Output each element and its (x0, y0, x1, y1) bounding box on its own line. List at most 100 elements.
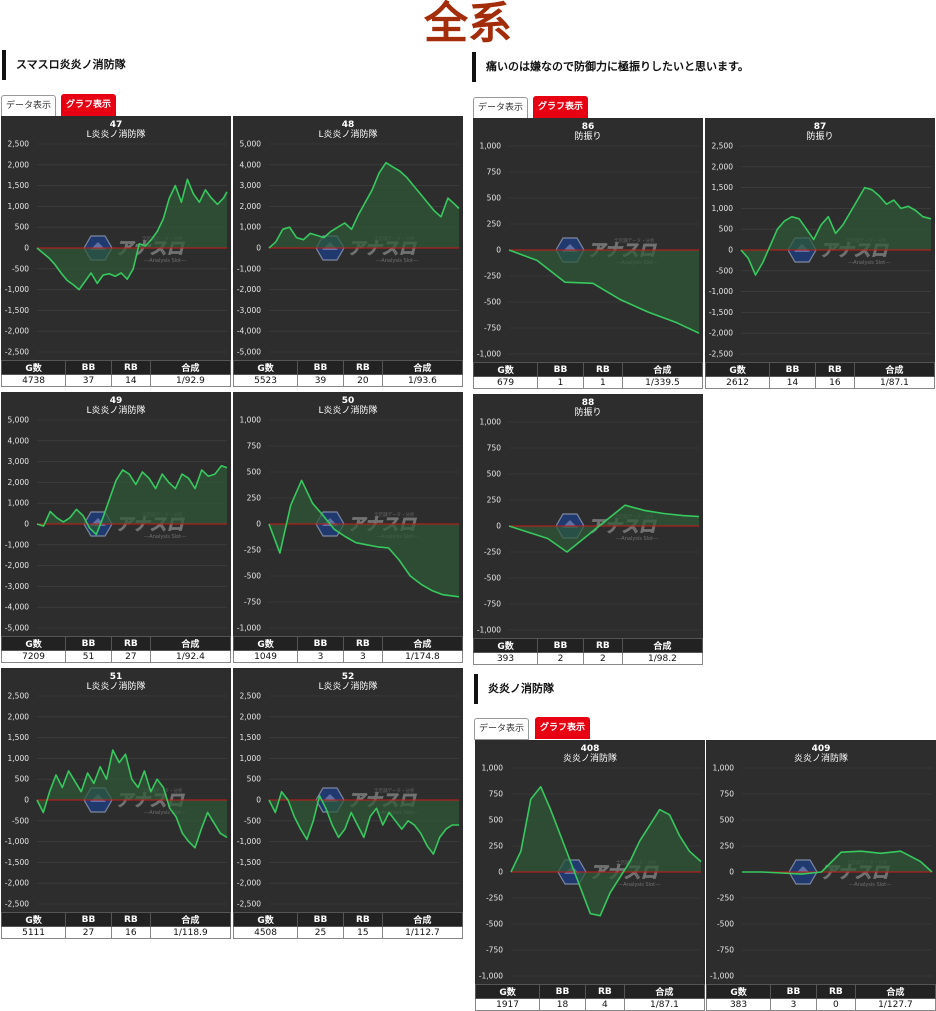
y-tick-label: 1,000 (8, 754, 30, 763)
stats-table: G数 BB RB 合成 383 3 0 1/127.7 (705, 984, 936, 1011)
y-tick-label: 500 (15, 223, 30, 232)
watermark-tagline: ---Analysis Slot--- (848, 260, 891, 266)
stats-header-cell: 合成 (621, 362, 704, 377)
series-area (742, 851, 932, 875)
y-tick-label: 1,500 (8, 733, 30, 742)
series-area (37, 750, 227, 848)
series-line (510, 785, 702, 917)
tab-data-view[interactable]: データ表示 (474, 718, 530, 740)
chart-background (233, 668, 463, 912)
stats-header-cell: RB (342, 636, 383, 651)
y-tick-label: -1,000 (5, 540, 29, 549)
series-line (36, 178, 228, 291)
tab-data-view[interactable]: データ表示 (473, 97, 529, 119)
machine-name: L炎炎ノ消防隊 (318, 404, 377, 416)
y-tick-label: -4,000 (237, 327, 261, 336)
y-tick-label: -750 (717, 946, 734, 955)
y-tick-label: -1,500 (5, 858, 29, 867)
tab-graph-view[interactable]: グラフ表示 (535, 717, 591, 739)
stats-games-value: 679 (472, 376, 539, 389)
machine-name: L炎炎ノ消防隊 (86, 128, 145, 140)
stats-combined-value: 1/98.2 (621, 652, 704, 665)
stats-bb-value: 3 (770, 998, 817, 1011)
y-tick-label: -2,000 (237, 285, 261, 294)
y-tick-label: 2,500 (8, 692, 30, 701)
tab-graph-view[interactable]: グラフ表示 (61, 94, 117, 116)
series-line (268, 161, 460, 249)
stats-rb-value: 20 (342, 374, 383, 387)
stats-header-cell: 合成 (621, 638, 704, 653)
stats-header-cell: BB (769, 362, 816, 377)
y-tick-label: -1,000 (5, 837, 29, 846)
stats-games-value: 393 (472, 652, 539, 665)
y-tick-label: 1,000 (240, 416, 262, 425)
y-tick-label: -500 (486, 920, 503, 929)
y-tick-label: -1,000 (709, 287, 733, 296)
y-tick-label: -500 (717, 920, 734, 929)
y-tick-label: 750 (487, 444, 502, 453)
y-tick-label: -1,000 (5, 285, 29, 294)
machine-card-51[interactable]: 51 L炎炎ノ消防隊 2,500 2,000 1,500 1,000 500 0 -500 -1,… (0, 668, 232, 939)
stats-bb-value: 3 (297, 650, 344, 663)
watermark-tagline: ---Analysis Slot--- (144, 534, 187, 540)
tab-graph-view[interactable]: グラフ表示 (533, 96, 589, 118)
stats-header-row: G数 BB RB 合成 (705, 984, 936, 999)
machine-name: 炎炎ノ消防隊 (563, 752, 617, 764)
stats-combined-value: 1/87.1 (623, 998, 706, 1011)
series-area (741, 187, 931, 275)
machine-number: 408 (581, 744, 600, 754)
y-tick-label: -1,000 (477, 626, 501, 635)
stats-bb-value: 51 (65, 650, 112, 663)
stats-header-cell: G数 (472, 362, 539, 377)
machine-name: 防振り (574, 130, 601, 142)
stats-value-row: 4738 37 14 1/92.9 (0, 374, 232, 387)
y-tick-label: 1,000 (712, 204, 734, 213)
stats-header-cell: RB (814, 362, 855, 377)
y-tick-label: -1,000 (237, 837, 261, 846)
series-line (740, 186, 932, 276)
machine-card-48[interactable]: 48 L炎炎ノ消防隊 5,000 4,000 3,000 2,000 1,000 0 -1,00… (232, 116, 464, 387)
y-tick-label: -1,000 (710, 972, 734, 981)
stats-bb-value: 14 (769, 376, 816, 389)
y-tick-label: -2,500 (5, 348, 29, 357)
machine-name: L炎炎ノ消防隊 (318, 680, 377, 692)
y-tick-label: 750 (487, 168, 502, 177)
y-tick-label: -500 (484, 574, 501, 583)
stats-header-cell: BB (65, 360, 112, 375)
stats-rb-value: 4 (584, 998, 625, 1011)
stats-header-cell: 合成 (381, 912, 464, 927)
machine-card-47[interactable]: 47 L炎炎ノ消防隊 2,500 2,000 1,500 1,000 500 0 -500 -1,… (0, 116, 232, 387)
machine-card-87[interactable]: 87 防振り 2,500 2,000 1,500 1,000 500 0 -500 -1,000 -… (704, 118, 936, 389)
machine-number: 49 (110, 396, 123, 406)
machine-card-409[interactable]: 409 炎炎ノ消防隊 1,000 750 500 250 0 -250 -500 -750 -1,0… (705, 740, 936, 1011)
machine-card-50[interactable]: 50 L炎炎ノ消防隊 1,000 750 500 250 0 -250 -500 -750 -1,0… (232, 392, 464, 663)
machine-card-86[interactable]: 86防振り1,0007505002500-250-500-750-1,000アナ… (472, 118, 704, 389)
stats-header-cell: G数 (0, 912, 67, 927)
y-tick-label: 1,000 (8, 499, 30, 508)
y-tick-label: 750 (489, 790, 504, 799)
stats-combined-value: 1/92.9 (149, 374, 232, 387)
stats-games-value: 4738 (0, 374, 67, 387)
machine-number: 47 (110, 120, 123, 130)
stats-header-cell: G数 (232, 912, 299, 927)
y-tick-label: -2,500 (5, 900, 29, 909)
tab-data-view[interactable]: データ表示 (1, 95, 57, 117)
y-tick-label: 1,000 (480, 142, 502, 151)
stats-header-row: G数 BB RB 合成 (232, 636, 464, 651)
machine-number: 409 (812, 744, 831, 754)
y-tick-label: 500 (15, 775, 30, 784)
y-tick-label: 0 (256, 796, 261, 805)
stats-value-row: 5111 27 16 1/118.9 (0, 926, 232, 939)
y-tick-label: -1,000 (477, 350, 501, 359)
section-heading-smaslo-enen: スマスロ炎炎ノ消防隊 (2, 50, 126, 80)
stats-value-row: 4508 25 15 1/112.7 (232, 926, 464, 939)
machine-card-49[interactable]: 49 L炎炎ノ消防隊 5,000 4,000 3,000 2,000 1,000 0 -1,00… (0, 392, 232, 663)
y-tick-label: -1,000 (237, 624, 261, 633)
machine-card-52[interactable]: 52 L炎炎ノ消防隊 2,500 2,000 1,500 1,000 500 0 -500 -1,… (232, 668, 464, 939)
y-tick-label: -1,500 (5, 306, 29, 315)
machine-card-408[interactable]: 408 炎炎ノ消防隊 1,000 750 500 250 0 -250 -500 -750 -1,0… (474, 740, 706, 1011)
machine-card-88[interactable]: 88 防振り 1,000 750 500 250 0 -250 -500 -750 -1,000 アナ… (472, 394, 704, 665)
stats-rb-value: 15 (342, 926, 383, 939)
